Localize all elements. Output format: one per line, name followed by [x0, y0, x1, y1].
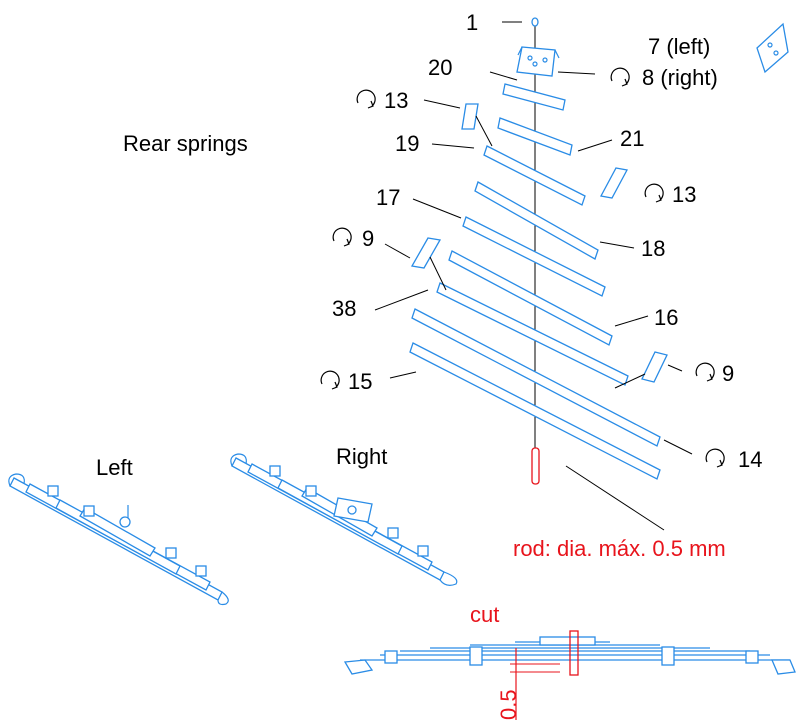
rotate-icon-13b [644, 183, 664, 203]
part-1-nut [531, 17, 539, 27]
callout-15: 15 [348, 369, 372, 394]
leaf-20 [502, 83, 566, 111]
callout-14: 14 [738, 447, 762, 472]
cut-dimension: 0.5 [496, 689, 521, 720]
leaf-21 [497, 117, 573, 156]
leader-lines [374, 21, 693, 531]
cut-marker [510, 630, 579, 720]
clip-9-left [410, 237, 442, 269]
view-label-left: Left [96, 455, 133, 480]
leaf-15 [411, 308, 661, 447]
clip-13-right [600, 167, 628, 199]
rotate-icon-13a [356, 89, 376, 109]
callout-16: 16 [654, 305, 678, 330]
rotate-icon-14 [705, 448, 725, 468]
leaf-14 [409, 342, 661, 480]
leaf-18 [462, 216, 606, 297]
callout-8: 8 (right) [642, 65, 718, 90]
callout-21: 21 [620, 126, 644, 151]
assembled-spring-left [8, 473, 229, 606]
callout-1: 1 [466, 10, 478, 35]
rotate-icon-8 [610, 67, 630, 87]
clip-13-left [461, 103, 479, 130]
rod-part [531, 447, 540, 485]
rotate-icon-9a [332, 227, 352, 247]
rotate-icon-15 [320, 370, 340, 390]
leaf-38 [436, 282, 629, 386]
diagram-title: Rear springs [123, 131, 248, 156]
callout-9a: 9 [362, 226, 374, 251]
view-label-right: Right [336, 444, 387, 469]
part-7-clamp-plate [756, 22, 789, 74]
callout-19: 19 [395, 131, 419, 156]
callout-7: 7 (left) [648, 34, 710, 59]
assembled-spring-right [230, 453, 458, 586]
clip-9-right [641, 351, 668, 383]
callout-9b: 9 [722, 361, 734, 386]
callout-13a: 13 [384, 88, 408, 113]
callout-18: 18 [641, 236, 665, 261]
callout-17: 17 [376, 185, 400, 210]
callout-20: 20 [428, 55, 452, 80]
part-8-clamp-plate [516, 46, 560, 77]
cut-label: cut [470, 602, 499, 627]
callout-38: 38 [332, 296, 356, 321]
leaf-19 [483, 145, 586, 206]
leaf-17 [474, 181, 599, 260]
callout-13b: 13 [672, 182, 696, 207]
rod-note: rod: dia. máx. 0.5 mm [513, 536, 726, 561]
rotate-icon-9b [695, 362, 715, 382]
side-view-spring [343, 636, 796, 675]
leaf-16 [448, 250, 613, 346]
